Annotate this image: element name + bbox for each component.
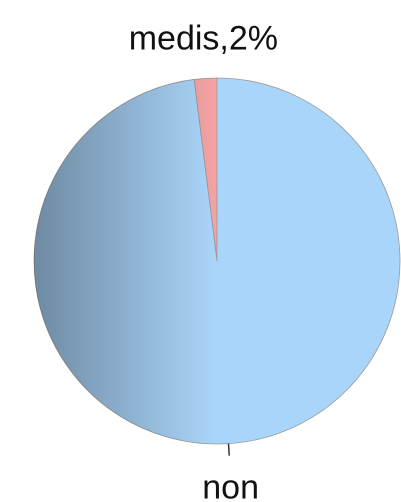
slice-label: medis,2%	[129, 19, 278, 57]
leader-line	[227, 443, 230, 456]
pie-slice	[33, 77, 401, 445]
slice-label: non	[202, 469, 259, 502]
